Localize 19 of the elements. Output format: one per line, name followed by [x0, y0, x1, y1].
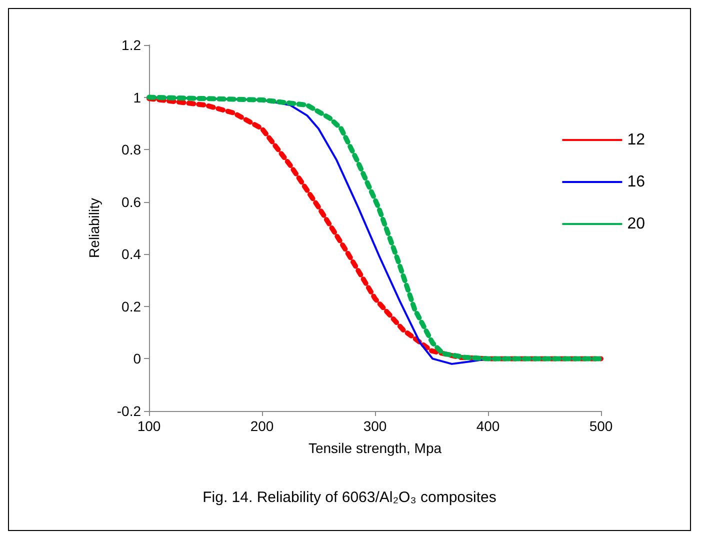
y-tick-label: 0 — [133, 350, 142, 367]
y-tick-label: 0.6 — [122, 194, 142, 210]
y-tick-label: 0.4 — [122, 246, 142, 262]
x-axis-title: Tensile strength, Mpa — [308, 440, 442, 456]
x-tick-label: 300 — [363, 418, 387, 434]
x-tick-label: 500 — [589, 418, 613, 434]
y-tick-label: 0.8 — [122, 142, 142, 158]
y-tick-label: -0.2 — [116, 403, 142, 419]
y-tick-label: 1.2 — [122, 37, 142, 53]
legend-label: 16 — [627, 174, 646, 190]
legend-label: 12 — [627, 132, 646, 148]
x-tick-label: 100 — [137, 418, 161, 434]
y-tick-label: 0.2 — [122, 298, 142, 314]
legend-label: 20 — [627, 216, 646, 232]
y-axis-title: Reliability — [86, 198, 102, 258]
caption: Fig. 14. Reliability of 6063/Al₂O₃ composites — [202, 489, 498, 506]
x-tick-label: 400 — [476, 418, 500, 434]
y-tick-label: 1 — [133, 89, 142, 106]
x-tick-label: 200 — [250, 418, 274, 434]
